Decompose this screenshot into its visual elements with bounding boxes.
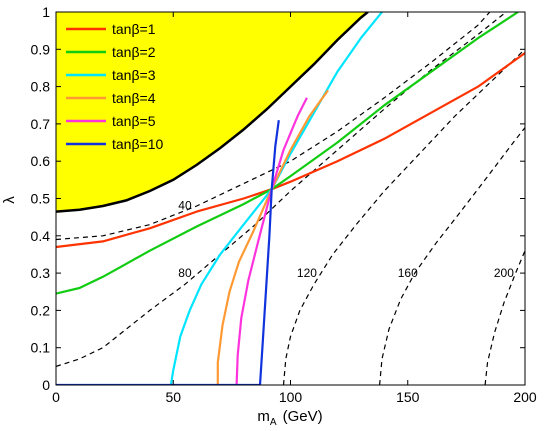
y-tick-label: 0.3 [31,265,51,281]
x-tick-label: 150 [396,389,420,405]
legend-label-4: tanβ=4 [112,90,156,106]
excluded-region [56,12,368,212]
legend-label-1: tanβ=1 [112,21,156,37]
y-tick-label: 0.5 [31,191,51,207]
legend-label-3: tanβ=3 [112,67,156,83]
series-line-4 [216,89,329,385]
y-tick-label: 0.4 [31,228,51,244]
legend-label-6: tanβ=10 [112,136,163,152]
contour-line-120 [282,48,525,385]
x-tick-label: 0 [52,389,60,405]
contour-line-40 [56,12,491,241]
excluded-region-boundary [56,12,369,213]
y-tick-label: 0.2 [31,302,51,318]
y-tick-label: 0.7 [31,116,51,132]
contour-label-120: 120 [297,266,317,280]
legend-label-5: tanβ=5 [112,113,156,129]
series-line-6 [56,120,280,385]
y-tick-label: 0.6 [31,153,51,169]
x-tick-label: 50 [165,389,181,405]
legend-label-2: tanβ=2 [112,44,156,60]
x-axis-label: mA (GeV) [257,408,322,428]
y-tick-label: 0 [42,377,50,393]
series-line-1 [56,52,525,249]
contour-label-40: 40 [178,199,192,213]
contour-label-200: 200 [494,266,514,280]
series-line-5 [235,97,308,385]
contour-line-200 [484,250,525,385]
y-tick-label: 0.9 [31,41,51,57]
contour-label-160: 160 [398,266,418,280]
y-tick-label: 1 [42,4,50,20]
series-line-3 [169,12,383,385]
contour-label-80: 80 [178,266,192,280]
x-tick-label: 100 [279,389,303,405]
y-tick-label: 0.1 [31,340,51,356]
x-tick-label: 200 [513,389,537,405]
contour-line-160 [379,127,525,385]
y-tick-label: 0.8 [31,79,51,95]
y-axis-label: λ [1,196,18,204]
